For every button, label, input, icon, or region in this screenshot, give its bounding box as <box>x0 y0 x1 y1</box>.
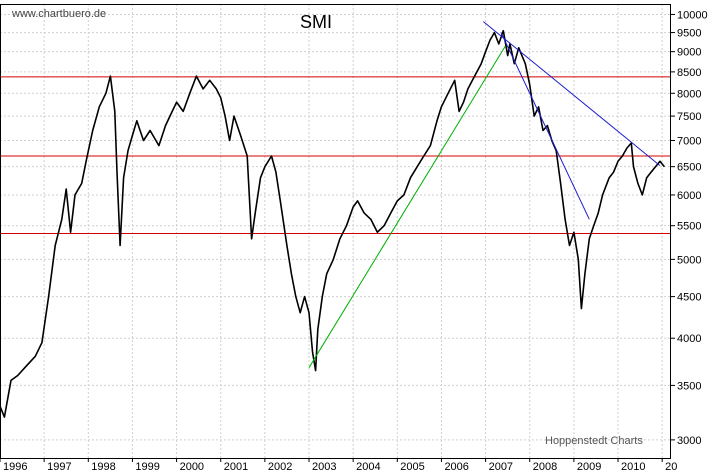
x-tick-label: 1996 <box>3 461 27 472</box>
y-tick-label: 7500 <box>677 111 701 123</box>
x-tick-label: 1997 <box>47 461 71 472</box>
y-tick-label: 4000 <box>677 333 701 345</box>
y-tick-label: 3500 <box>677 380 701 392</box>
y-tick-label: 5000 <box>677 254 701 266</box>
y-tick-label: 10000 <box>677 9 708 21</box>
x-tick-label: 2001 <box>224 461 248 472</box>
x-tick-label: 2003 <box>312 461 336 472</box>
x-tick-label: 1998 <box>91 461 115 472</box>
y-axis-ticks: 3000 3500 4000 4500 5000 5500 6000 6500 7000 7500… <box>671 9 708 447</box>
y-tick-label: 4500 <box>677 292 701 304</box>
y-tick-label: 8500 <box>677 67 701 79</box>
x-tick-label: 2000 <box>180 461 204 472</box>
y-tick-label: 9000 <box>677 47 701 59</box>
x-axis-ticks: 1996 1997 1998 1999 2000 2001 2002 2003 2004 2005… <box>0 458 677 472</box>
y-tick-label: 7000 <box>677 135 701 147</box>
smi-price-line <box>0 29 666 418</box>
y-tick-label: 6500 <box>677 162 701 174</box>
x-tick-label: 2005 <box>400 461 424 472</box>
chart-title: SMI <box>300 12 332 32</box>
x-tick-label: 2006 <box>444 461 468 472</box>
trend-line <box>500 32 590 220</box>
watermark: www.chartbuero.de <box>11 8 106 20</box>
credit: Hoppenstedt Charts <box>545 435 643 447</box>
series-layer <box>0 21 666 418</box>
y-tick-label: 6000 <box>677 190 701 202</box>
y-tick-label: 9500 <box>677 28 701 40</box>
x-tick-label: 2009 <box>577 461 601 472</box>
x-tick-label: 2008 <box>533 461 557 472</box>
y-tick-label: 8000 <box>677 88 701 100</box>
trend-line <box>483 21 661 166</box>
x-tick-label: 2010 <box>621 461 645 472</box>
plot-frame <box>0 4 671 459</box>
trend-line <box>308 45 506 368</box>
x-tick-label: 2004 <box>356 461 380 472</box>
x-tick-label: 20 <box>665 461 677 472</box>
y-tick-label: 3000 <box>677 435 701 447</box>
x-tick-label: 2002 <box>268 461 292 472</box>
x-tick-label: 2007 <box>489 461 513 472</box>
x-tick-label: 1999 <box>135 461 159 472</box>
y-tick-label: 5500 <box>677 221 701 233</box>
